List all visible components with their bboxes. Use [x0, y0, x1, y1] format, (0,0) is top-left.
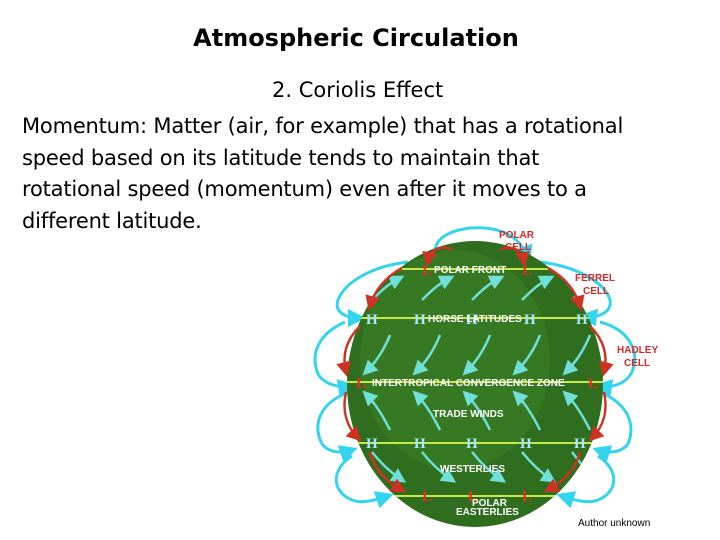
horse-latitudes-label: HORSE LATITUDES — [428, 314, 522, 325]
image-credit: Author unknown — [578, 518, 651, 529]
low-pressure-marker: L — [588, 376, 598, 392]
body-line: different latitude. — [22, 208, 202, 233]
high-pressure-marker: H — [466, 312, 478, 328]
low-pressure-marker: L — [422, 263, 432, 279]
ferrel-cell-label-1: FERREL — [575, 273, 615, 284]
pressure-lows: L L L L L L L — [356, 263, 598, 505]
hadley-cell-label-2: CELL — [624, 358, 650, 369]
body-line: Momentum: Matter (air, for example) that… — [22, 114, 624, 138]
high-pressure-marker: H — [524, 312, 536, 328]
cell-labels: POLAR CELL FERREL CELL HADLEY CELL — [499, 230, 658, 369]
low-pressure-marker: L — [356, 376, 366, 392]
hadley-cell-loop-sw — [316, 390, 358, 463]
pressure-highs: H H H H H H H H H H — [366, 312, 588, 452]
hadley-cell-loop-se — [592, 390, 633, 463]
surface-wind-arrows — [362, 275, 596, 483]
high-pressure-marker: H — [520, 436, 532, 452]
hadley-cell-loop-west — [313, 320, 356, 397]
low-pressure-marker: L — [522, 263, 532, 279]
low-pressure-marker: L — [422, 489, 432, 505]
high-pressure-marker: H — [414, 312, 426, 328]
high-pressure-marker: H — [366, 436, 378, 452]
polar-easterlies-label-2: EASTERLIES — [456, 507, 519, 518]
ferrel-cell-label-2: CELL — [583, 286, 609, 297]
high-pressure-marker: H — [366, 312, 378, 328]
polar-front-label: POLAR FRONT — [434, 265, 506, 276]
ferrel-cell-loop-se — [556, 454, 616, 509]
ferrel-cell-loop-sw — [334, 454, 394, 509]
slide-title: Atmospheric Circulation — [193, 24, 519, 52]
itcz-label: INTERTROPICAL CONVERGENCE ZONE — [372, 378, 565, 389]
high-pressure-marker: H — [466, 436, 478, 452]
globe-shading — [360, 250, 550, 470]
trade-winds-label: TRADE WINDS — [433, 409, 504, 420]
polar-cell-label-1: POLAR — [499, 230, 535, 241]
body-text: Momentum: Matter (air, for example) that… — [22, 111, 712, 237]
hadley-cell-loop-east — [594, 320, 637, 397]
high-pressure-marker: H — [414, 436, 426, 452]
high-pressure-marker: H — [574, 436, 586, 452]
hadley-cell-label-1: HADLEY — [617, 345, 658, 356]
polar-cell-label-2: CELL — [505, 242, 531, 253]
westerlies-label: WESTERLIES — [440, 464, 505, 475]
low-pressure-marker: L — [522, 489, 532, 505]
polar-easterlies-label-1: POLAR — [472, 498, 508, 509]
slide-subtitle: 2. Coriolis Effect — [272, 78, 444, 102]
body-line: speed based on its latitude tends to mai… — [22, 145, 540, 170]
high-pressure-marker: H — [576, 312, 588, 328]
ferrel-cell-loop-east — [539, 260, 612, 327]
zone-labels: POLAR FRONT HORSE LATITUDES INTERTROPICA… — [372, 265, 565, 518]
red-circulation-arrows — [336, 246, 614, 493]
low-pressure-marker: L — [468, 489, 478, 505]
ferrel-cell-loop-west — [335, 260, 409, 327]
body-line: rotational speed (momentum) even after i… — [22, 177, 587, 201]
